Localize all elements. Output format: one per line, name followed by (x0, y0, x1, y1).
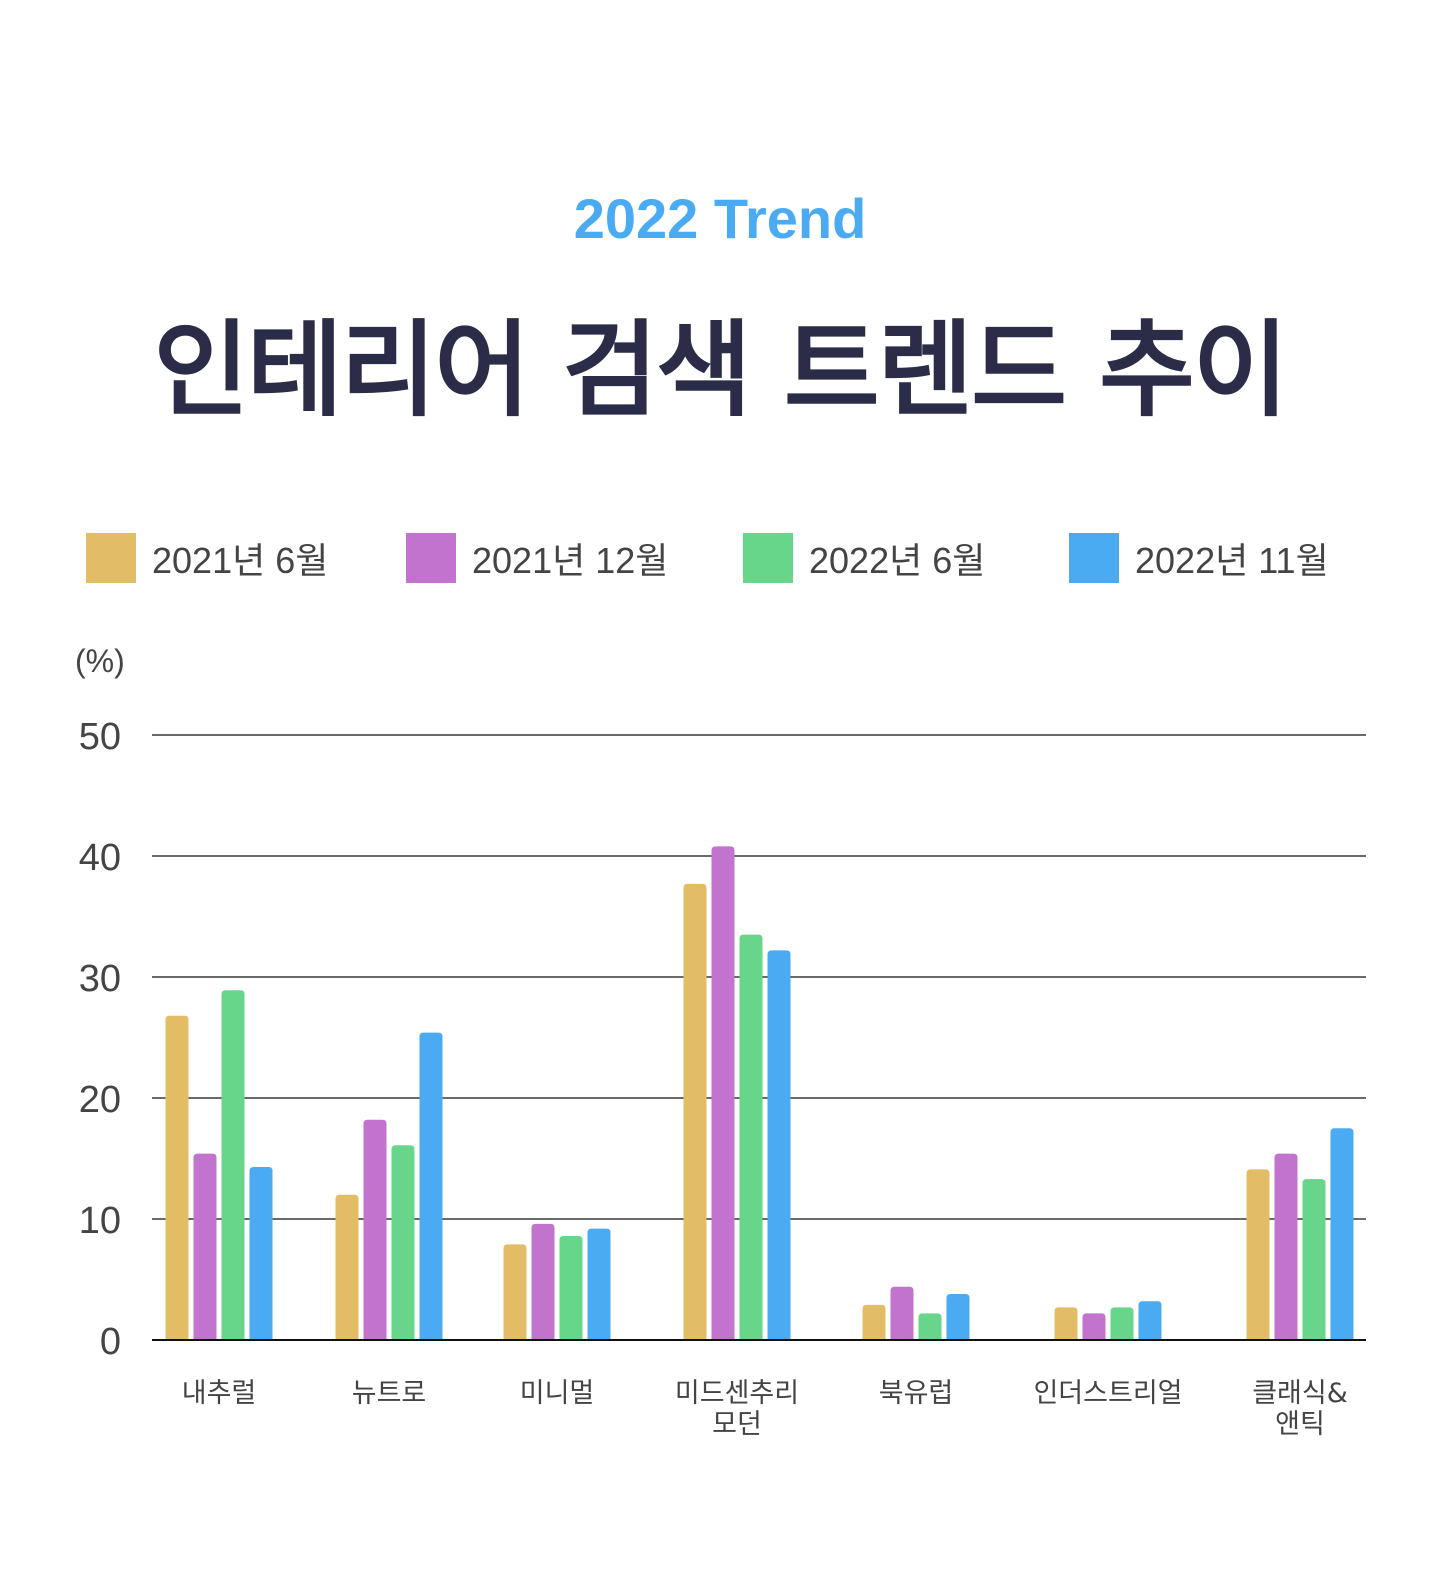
bar (419, 1032, 443, 1339)
bar (1054, 1307, 1078, 1339)
bar (1138, 1301, 1162, 1339)
bar (249, 1166, 273, 1339)
y-tick-label: 30 (79, 958, 121, 1000)
x-tick-label: 내추럴 (182, 1378, 257, 1409)
legend-swatch (1069, 533, 1119, 583)
chart-subtitle: 2022 Trend (573, 187, 867, 250)
bar (1330, 1128, 1354, 1339)
bar (711, 846, 735, 1339)
x-tick-label: 뉴트로 (352, 1378, 427, 1409)
legend-swatch (406, 533, 456, 583)
y-tick-label: 40 (79, 837, 121, 879)
x-tick-label: 미니멀 (520, 1378, 595, 1409)
x-tick-label: 미드센추리 (675, 1378, 799, 1409)
bar (918, 1313, 942, 1339)
legend-label: 2022년 11월 (1135, 540, 1329, 581)
bar (946, 1294, 970, 1339)
bar (335, 1194, 359, 1339)
legend-label: 2021년 12월 (472, 540, 669, 581)
y-tick-label: 0 (100, 1321, 121, 1363)
bar (363, 1119, 387, 1339)
legend-item: 2022년 11월 (1069, 532, 1329, 584)
bar (559, 1235, 583, 1339)
x-tick-label: 모던 (712, 1409, 762, 1440)
legend-swatch (86, 533, 136, 583)
legend-item: 2021년 6월 (86, 532, 328, 584)
chart-title: 인테리어 검색 트렌드 추이 (153, 309, 1288, 431)
y-tick-label: 50 (79, 716, 121, 758)
x-tick-label: 인더스트리얼 (1033, 1378, 1182, 1409)
bar (683, 883, 707, 1339)
x-tick-label: 앤틱 (1275, 1409, 1325, 1440)
legend-label: 2021년 6월 (152, 540, 329, 581)
y-axis-label: (%) (75, 643, 125, 679)
bar (165, 1015, 189, 1339)
bar (221, 990, 245, 1339)
bar (1246, 1169, 1270, 1339)
legend-item: 2021년 12월 (406, 532, 668, 584)
bar (1082, 1313, 1106, 1339)
bar (890, 1286, 914, 1339)
y-tick-label: 20 (79, 1079, 121, 1121)
legend-item: 2022년 6월 (743, 532, 985, 584)
bar (391, 1145, 415, 1339)
y-tick-label: 10 (79, 1200, 121, 1242)
legend-swatch (743, 533, 793, 583)
bar (531, 1223, 555, 1339)
bar (767, 950, 791, 1339)
x-tick-label: 클래식& (1252, 1378, 1348, 1409)
legend-label: 2022년 6월 (809, 540, 986, 581)
bar (587, 1228, 611, 1339)
bar (1110, 1307, 1134, 1339)
bar (862, 1304, 886, 1339)
bar (1302, 1179, 1326, 1339)
bar (739, 934, 763, 1339)
bar (503, 1244, 527, 1339)
bar (193, 1153, 217, 1339)
x-tick-label: 북유럽 (879, 1378, 954, 1409)
bar (1274, 1153, 1298, 1339)
